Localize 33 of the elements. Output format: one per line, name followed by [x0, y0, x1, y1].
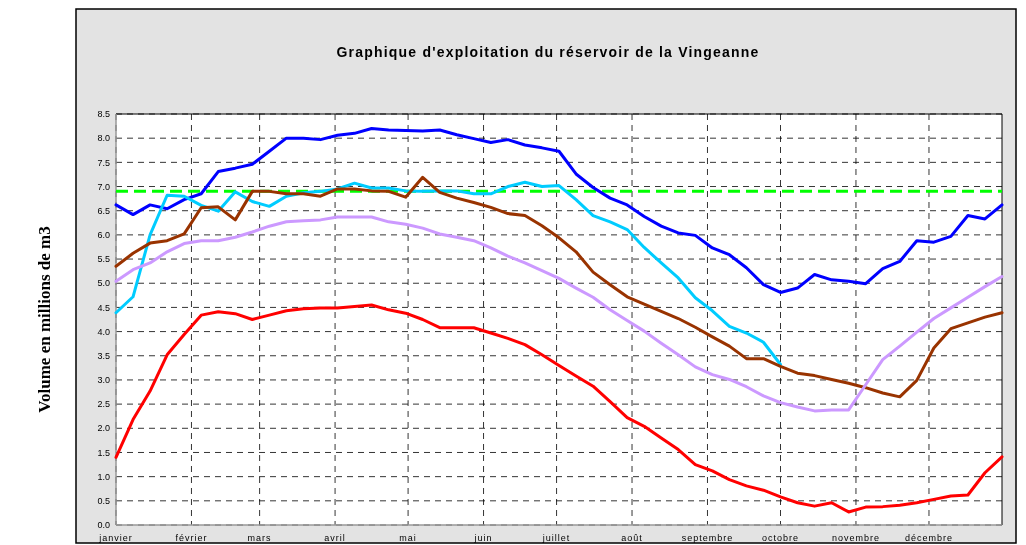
y-tick-label: 3.5	[97, 350, 110, 361]
x-tick-label: février	[175, 533, 208, 543]
y-tick-label: 8.5	[97, 109, 110, 120]
y-tick-label: 1.5	[97, 447, 110, 458]
y-tick-label: 5.0	[97, 278, 110, 289]
line-series	[114, 180, 782, 366]
x-tick-label: mars	[247, 533, 272, 543]
x-tick-label: avril	[324, 533, 346, 543]
y-tick-label: 7.0	[97, 181, 110, 192]
y-tick-label: 6.0	[97, 230, 110, 241]
y-tick-label: 5.5	[97, 254, 110, 265]
y-tick-label: 0.0	[97, 520, 110, 531]
y-axis-title: Volume en millions de m3	[35, 226, 54, 413]
x-tick-label: janvier	[98, 533, 133, 543]
y-tick-label: 2.5	[97, 399, 110, 410]
x-tick-label: juin	[473, 533, 493, 543]
y-tick-label: 2.0	[97, 423, 110, 434]
y-tick-label: 3.0	[97, 375, 110, 386]
x-tick-label: mai	[399, 533, 417, 543]
y-tick-label: 4.0	[97, 326, 110, 337]
y-tick-label: 8.0	[97, 133, 110, 144]
y-tick-label: 7.5	[97, 157, 110, 168]
x-tick-label: août	[621, 533, 643, 543]
y-tick-label: 4.5	[97, 302, 110, 313]
x-tick-label: juillet	[541, 533, 571, 543]
y-tick-label: 6.5	[97, 205, 110, 216]
x-tick-label: septembre	[681, 533, 734, 543]
x-tick-label: octobre	[761, 533, 800, 543]
chart-title: Graphique d'exploitation du réservoir de la Vingeanne	[336, 44, 760, 60]
x-tick-label: novembre	[831, 533, 880, 543]
y-tick-label: 1.0	[97, 471, 110, 482]
x-tick-label: décembre	[904, 533, 953, 543]
y-tick-label: 0.5	[97, 495, 110, 506]
